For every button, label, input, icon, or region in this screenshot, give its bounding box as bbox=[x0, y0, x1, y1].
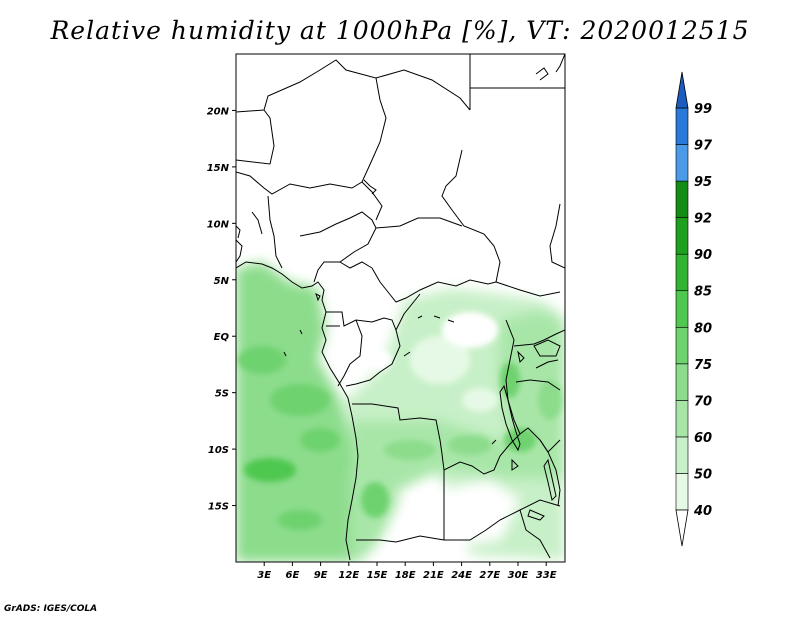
lon-tick-label: 6E bbox=[286, 570, 300, 581]
longitude-axis: 3E 6E 9E 12E 15E 18E 21E 24E 27E 30E 33E bbox=[257, 562, 557, 581]
colorbar-segment bbox=[675, 363, 689, 401]
lat-tick-label: 10S bbox=[208, 445, 229, 456]
latitude-axis: 20N 15N 10N 5N EQ 5S 10S 15S bbox=[207, 106, 236, 513]
colorbar-segment bbox=[675, 400, 689, 438]
colorbar-label: 75 bbox=[694, 358, 712, 373]
colorbar: 40 50 60 70 75 80 85 90 92 95 97 99 bbox=[675, 71, 713, 547]
lon-tick-label: 24E bbox=[451, 570, 472, 581]
colorbar-label: 60 bbox=[694, 431, 712, 446]
colorbar-segment bbox=[675, 290, 689, 328]
colorbar-label: 92 bbox=[694, 212, 712, 227]
colorbar-label: 40 bbox=[693, 504, 712, 519]
lat-tick-label: 15N bbox=[207, 163, 230, 174]
colorbar-segment bbox=[675, 107, 689, 145]
colorbar-segment bbox=[675, 217, 689, 255]
colorbar-label: 99 bbox=[694, 102, 712, 117]
map-frame bbox=[235, 53, 566, 563]
lat-tick-label: 20N bbox=[207, 106, 230, 117]
colorbar-label: 50 bbox=[694, 467, 712, 482]
lon-tick-label: 30E bbox=[508, 570, 529, 581]
colorbar-label: 80 bbox=[694, 321, 712, 336]
lon-tick-label: 21E bbox=[423, 570, 444, 581]
colorbar-label: 85 bbox=[694, 285, 712, 300]
lon-tick-label: 33E bbox=[536, 570, 557, 581]
colorbar-label: 95 bbox=[694, 175, 712, 190]
lon-tick-label: 27E bbox=[479, 570, 500, 581]
colorbar-segment bbox=[675, 144, 689, 182]
lon-tick-label: 9E bbox=[314, 570, 328, 581]
lon-tick-label: 3E bbox=[257, 570, 271, 581]
lon-tick-label: 15E bbox=[367, 570, 388, 581]
colorbar-label: 97 bbox=[694, 139, 713, 154]
lat-tick-label: 5S bbox=[215, 389, 229, 400]
humidity-field bbox=[236, 54, 565, 562]
lat-tick-label: 10N bbox=[207, 219, 230, 230]
colorbar-segment bbox=[675, 253, 689, 292]
colorbar-segment bbox=[675, 180, 689, 218]
map-title: Relative humidity at 1000hPa [%], VT: 20… bbox=[50, 16, 750, 45]
colorbar-segment bbox=[675, 326, 689, 365]
credit-text: GrADS: IGES/COLA bbox=[4, 604, 98, 614]
lon-tick-label: 12E bbox=[338, 570, 359, 581]
map-borders bbox=[236, 54, 565, 561]
colorbar-label: 70 bbox=[694, 394, 712, 409]
colorbar-label: 90 bbox=[694, 248, 712, 263]
lat-tick-label: EQ bbox=[214, 332, 230, 343]
lon-tick-label: 18E bbox=[395, 570, 416, 581]
lat-tick-label: 15S bbox=[208, 502, 229, 513]
lat-tick-label: 5N bbox=[214, 276, 230, 287]
colorbar-lower-arrow bbox=[675, 509, 689, 547]
colorbar-segment bbox=[675, 473, 689, 511]
colorbar-upper-arrow bbox=[675, 71, 689, 109]
colorbar-segment bbox=[675, 436, 689, 474]
